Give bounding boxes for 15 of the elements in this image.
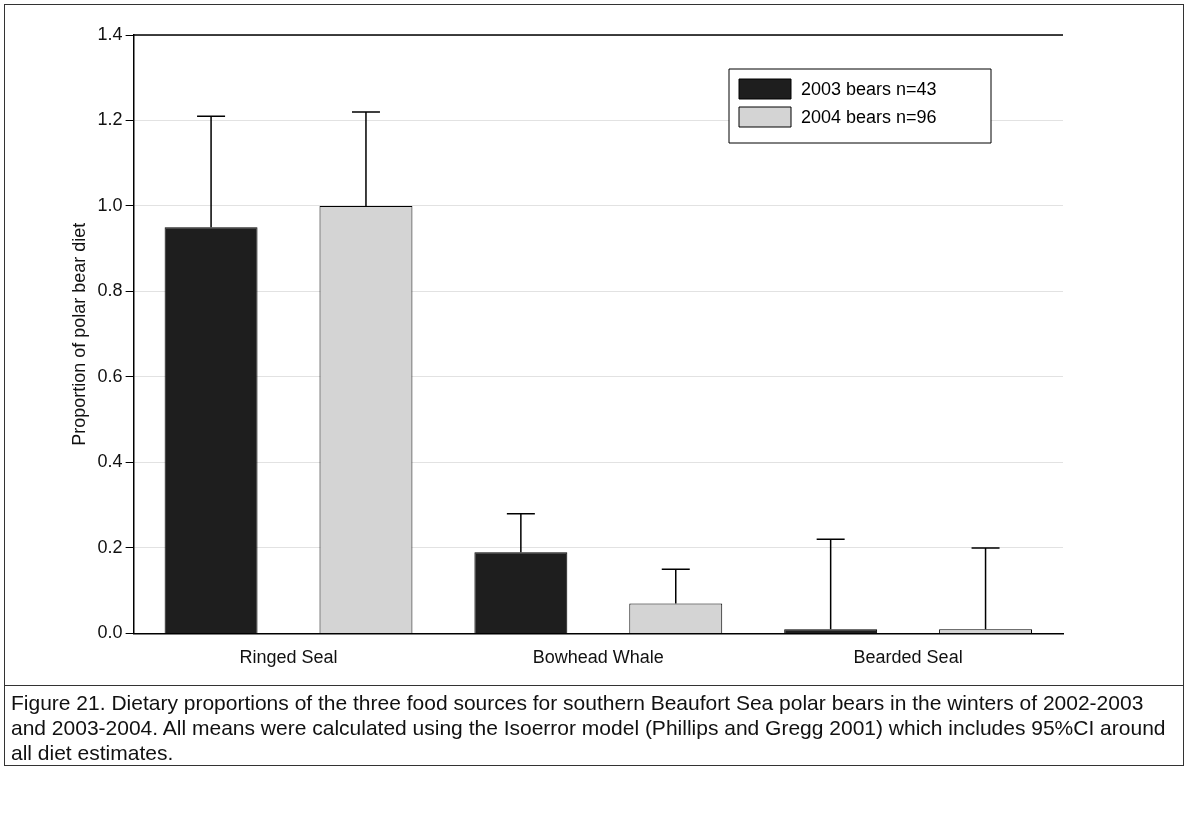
x-tick-label: Bearded Seal: [853, 647, 963, 668]
y-tick-label: 1.0: [97, 194, 123, 215]
legend-label: 2003 bears n=43: [801, 78, 937, 99]
y-tick-label: 0.8: [97, 280, 123, 301]
x-tick-label: Ringed Seal: [239, 647, 338, 668]
legend-label: 2004 bears n=96: [801, 106, 937, 127]
y-tick-label: 0.0: [97, 622, 123, 643]
y-axis-title: Proportion of polar bear diet: [68, 222, 89, 446]
y-tick-label: 1.2: [97, 109, 123, 130]
y-tick-label: 1.4: [97, 23, 123, 44]
caption: Figure 21. Dietary proportions of the three food sources for southern Beaufort Sea polar bears in the winters of 2002-2003 and 2003-2004. All means were calculated using the Isoerror model (Phillips and Gregg 2001) which includes 95%CI around all diet estimates.: [5, 685, 1183, 765]
x-tick-label: Bowhead Whale: [532, 647, 664, 668]
y-tick-label: 0.4: [97, 451, 123, 472]
y-tick-label: 0.6: [97, 365, 123, 386]
y-tick-label: 0.2: [97, 536, 123, 557]
